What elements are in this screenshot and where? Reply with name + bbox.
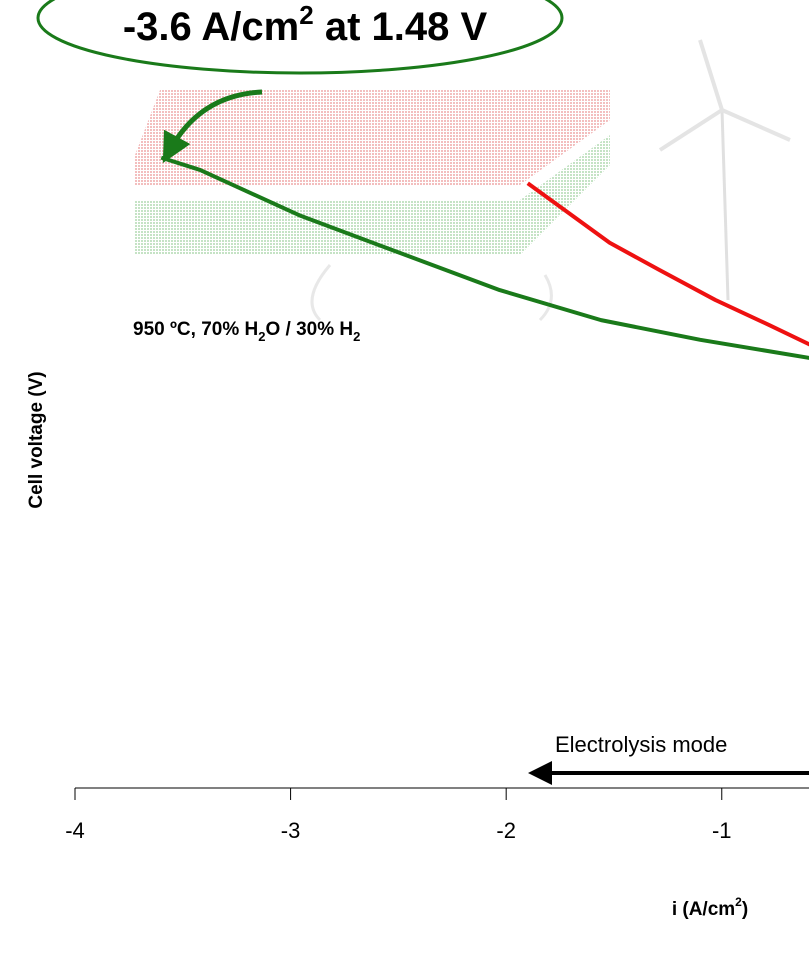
x-tick-label: -1	[712, 818, 732, 843]
x-tick-label: -3	[281, 818, 301, 843]
x-tick-label: -4	[65, 818, 85, 843]
callout-bubble	[36, 0, 564, 75]
background-illustration	[135, 39, 791, 322]
data-line	[526, 181, 809, 347]
callout: -3.6 A/cm2 at 1.48 V	[123, 0, 488, 49]
x-axis-label: i (A/cm2)	[672, 895, 748, 920]
condition-label: 950 ºC, 70% H2O / 30% H2	[133, 319, 360, 344]
x-tick-label: -2	[496, 818, 516, 843]
mode-label: Electrolysis mode	[555, 732, 727, 757]
callout-arrow	[162, 89, 263, 164]
data-line	[160, 155, 809, 360]
y-axis-label: Cell voltage (V)	[26, 371, 47, 508]
